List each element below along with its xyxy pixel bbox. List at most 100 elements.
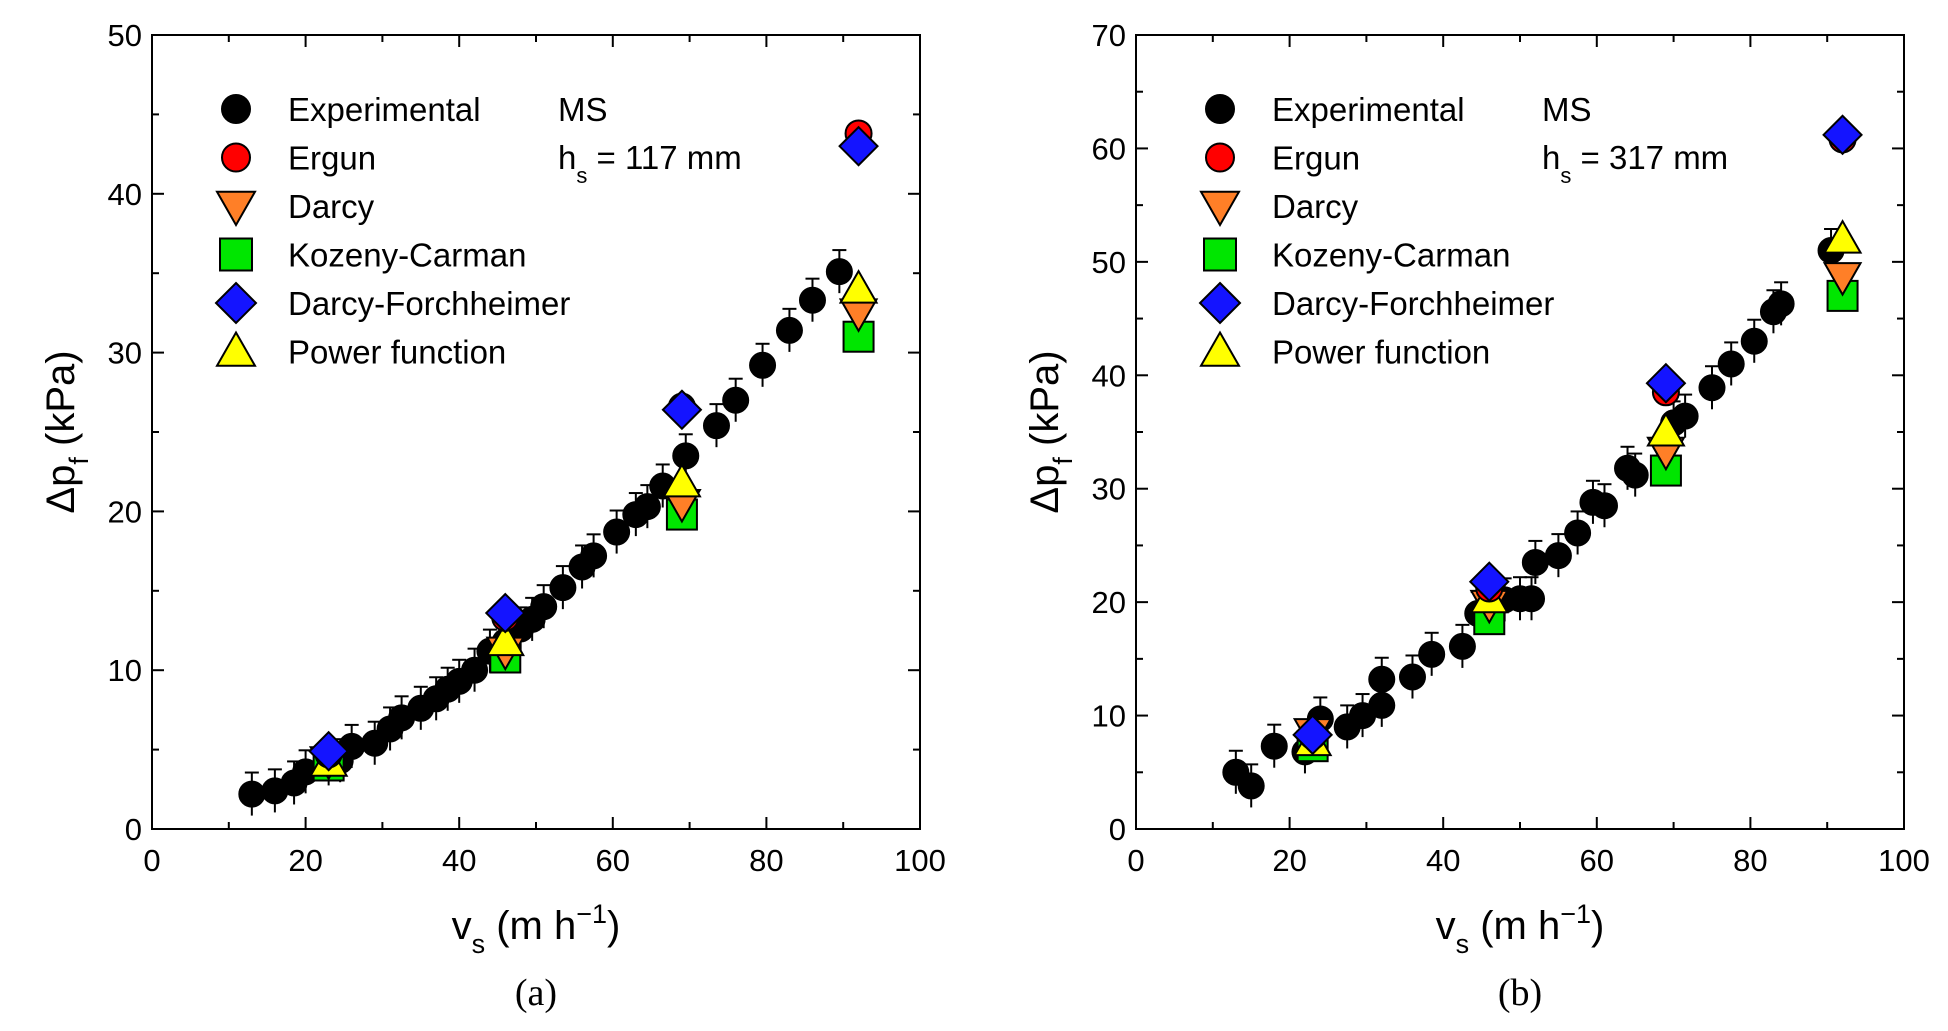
- panel-b-xlabel-unit: (m h: [1469, 904, 1560, 948]
- panel-a-xlabel-sub: s: [472, 929, 486, 959]
- panel-b-ylabel-unit: (kPa): [1023, 350, 1067, 457]
- panel-a-hs-prefix: h: [558, 139, 576, 176]
- panel-a-experimental-point: [549, 574, 577, 602]
- panel-b-annotation-hs: hs = 317 mm: [1542, 139, 1728, 188]
- panel-a-legend-label-darcy-forchheimer: Darcy-Forchheimer: [288, 285, 570, 322]
- panel-a-marks: [238, 119, 879, 816]
- panel-a-label: (a): [515, 972, 557, 1014]
- panel-b-legend-marker-power-function: [1199, 330, 1241, 367]
- panel-a-ticks: 0 20 40 60 80 100 0 10 20 30 40 50: [108, 18, 946, 878]
- panel-a-legend: Experimental Ergun Darcy Kozeny-Carman Darcy…: [214, 91, 570, 371]
- panel-a-series-darcy-forchheimer: [308, 125, 879, 772]
- panel-a-legend-item-darcy-forchheimer: Darcy-Forchheimer: [214, 281, 570, 325]
- panel-a-experimental-point: [633, 493, 661, 521]
- panel-a-legend-label-ergun: Ergun: [288, 140, 376, 177]
- panel-b-darcy-forchheimer-point: [1468, 561, 1510, 603]
- panel-b-y-tick-label: 10: [1092, 699, 1126, 734]
- panel-a-plot-frame: [151, 34, 921, 830]
- panel-b-label: (b): [1498, 972, 1542, 1014]
- panel-b-marks: [1222, 114, 1863, 808]
- panel-a-y-tick-label: 40: [108, 177, 142, 212]
- panel-a-x-tick-label: 40: [442, 843, 476, 878]
- panel-b-darcy-point: [1822, 262, 1863, 297]
- panel-b-xlabel-sup: −1: [1560, 899, 1591, 929]
- panel-a-x-tick-label: 80: [749, 843, 783, 878]
- panel-a-ylabel-sub: f: [64, 457, 94, 465]
- panel-b-y-tick-label: 30: [1092, 472, 1126, 507]
- panel-b-x-tick-label: 100: [1878, 843, 1930, 878]
- panel-a-experimental-point: [238, 780, 266, 808]
- panel-a-ylabel-main: Δp: [39, 465, 83, 514]
- panel-b-legend-label-power-function: Power function: [1272, 334, 1490, 371]
- panel-a-legend-item-kozeny-carman: Kozeny-Carman: [219, 237, 526, 274]
- panel-a-legend-item-power-function: Power function: [215, 330, 506, 371]
- panel-b-ticks: 0 20 40 60 80 100 0 10 20 30 40 50 60 70: [1092, 18, 1930, 878]
- panel-b-y-tick-label: 70: [1092, 18, 1126, 53]
- panel-a-y-tick-label: 10: [108, 653, 142, 688]
- panel-b-darcy-forchheimer-point: [1822, 114, 1863, 156]
- panel-b-power-function-point: [1646, 411, 1686, 447]
- panel-a-experimental-point: [702, 412, 730, 440]
- panel-b-y-tick-label: 50: [1092, 245, 1126, 280]
- panel-a-legend-item-ergun: Ergun: [221, 140, 376, 177]
- panel-a-series-experimental: [238, 249, 853, 816]
- panel-b-power-function-point: [1822, 219, 1863, 254]
- panel-a-legend-item-experimental: Experimental: [221, 91, 481, 128]
- panel-b-experimental-point: [1448, 632, 1476, 660]
- panel-b-y-tick-label: 40: [1092, 358, 1126, 393]
- panel-a-annotation-ms: MS: [558, 91, 608, 128]
- panel-b-y-axis-label: Δpf (kPa): [1023, 350, 1078, 513]
- panel-a-experimental-point: [775, 316, 803, 344]
- panel-a-xlabel-main: v: [452, 904, 472, 948]
- panel-b-experimental-point: [1590, 492, 1618, 520]
- panel-b-experimental-point: [1260, 732, 1288, 760]
- panel-a-darcy-forchheimer-point: [661, 389, 703, 431]
- panel-a-x-tick-label: 20: [288, 843, 322, 878]
- panel-a-legend-marker-darcy: [215, 190, 257, 228]
- panel-a-experimental-point: [825, 258, 853, 286]
- panel-a-power-function-point: [838, 269, 879, 304]
- panel-b-x-tick-label: 20: [1272, 843, 1306, 878]
- panel-a-y-tick-label: 0: [125, 812, 142, 847]
- panel-b-xlabel-close: ): [1591, 904, 1604, 948]
- panel-b-series-darcy-forchheimer: [1292, 114, 1863, 756]
- panel-b-experimental-point: [1237, 772, 1265, 800]
- panel-b-ylabel-sub: f: [1048, 457, 1078, 465]
- panel-b-experimental-point: [1698, 374, 1726, 402]
- panel-a: 0 20 40 60 80 100 0 10 20 30 40 50 Experimental Ergu…: [39, 18, 946, 1014]
- panel-a-series-ergun: [314, 119, 873, 769]
- panel-a-legend-label-experimental: Experimental: [288, 91, 481, 128]
- panel-a-legend-label-kozeny-carman: Kozeny-Carman: [288, 237, 526, 274]
- panel-b-legend-marker-kozeny-carman: [1203, 237, 1237, 272]
- panel-b-experimental-point: [1671, 402, 1699, 430]
- panel-a-x-tick-label: 60: [596, 843, 630, 878]
- panel-a-y-tick-label: 20: [108, 494, 142, 529]
- panel-b-legend-label-ergun: Ergun: [1272, 140, 1360, 177]
- panel-a-y-axis-label: Δpf (kPa): [39, 350, 94, 513]
- panel-a-legend-label-darcy: Darcy: [288, 188, 375, 225]
- panel-b-experimental-point: [1521, 548, 1549, 576]
- panel-a-experimental-point: [672, 442, 700, 470]
- panel-b-legend-label-kozeny-carman: Kozeny-Carman: [1272, 237, 1510, 274]
- panel-b-series-ergun: [1298, 125, 1857, 750]
- panel-b-legend-item-ergun: Ergun: [1205, 140, 1360, 177]
- panel-b-hs-prefix: h: [1542, 139, 1560, 176]
- panel-a-y-tick-label: 30: [108, 336, 142, 371]
- panel-b-x-tick-label: 60: [1580, 843, 1614, 878]
- panel-b-legend-marker-darcy: [1199, 190, 1241, 228]
- panel-a-darcy-forchheimer-point: [484, 592, 526, 634]
- panel-a-hs-sub: s: [576, 163, 587, 188]
- panel-a-x-axis-label: vs (m h−1): [452, 899, 621, 959]
- panel-a-ylabel-unit: (kPa): [39, 350, 83, 457]
- panel-b-xlabel-sub: s: [1456, 929, 1470, 959]
- panel-b: 0 20 40 60 80 100 0 10 20 30 40 50 60 70 Experimental…: [1023, 18, 1930, 1014]
- panel-b-y-tick-label: 20: [1092, 585, 1126, 620]
- panel-a-legend-marker-kozeny-carman: [219, 237, 253, 272]
- panel-a-legend-marker-ergun: [221, 142, 251, 173]
- panel-a-annotation-hs: hs = 117 mm: [558, 139, 742, 188]
- panel-b-legend-item-darcy-forchheimer: Darcy-Forchheimer: [1198, 281, 1554, 325]
- panel-a-legend-marker-power-function: [215, 330, 257, 367]
- panel-b-experimental-point: [1398, 663, 1426, 691]
- panel-b-y-tick-label: 60: [1092, 131, 1126, 166]
